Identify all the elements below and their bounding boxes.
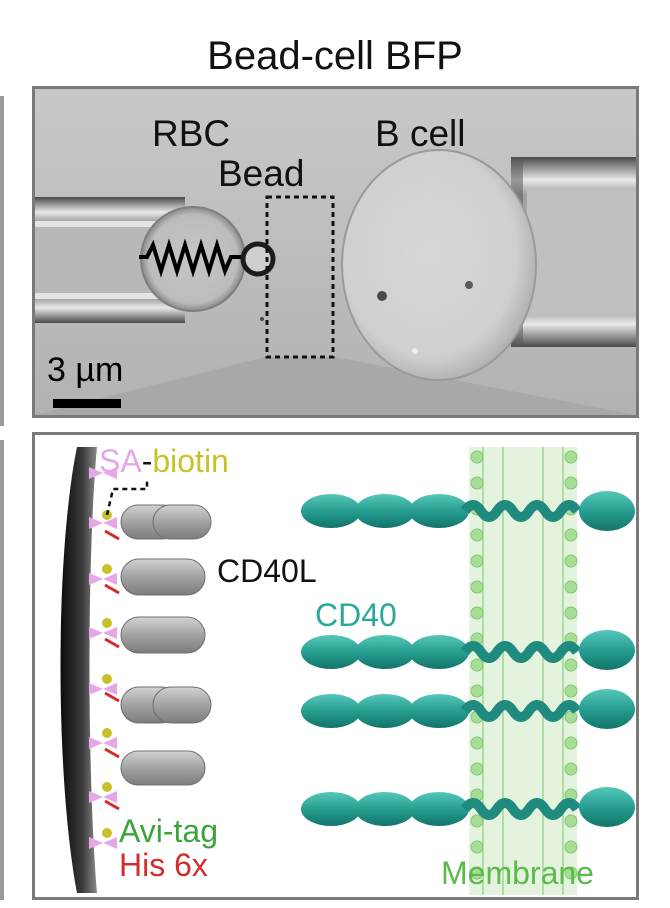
b-cell-label: B cell (375, 113, 466, 154)
schematic-panel: SA-biotin CD40L CD40 Avi-tag His 6x Memb… (32, 432, 639, 900)
membrane-label: Membrane (441, 855, 594, 891)
b-cell (341, 149, 537, 381)
schematic-image (60, 447, 635, 895)
debris-dot (260, 317, 264, 321)
his-6x-label: His 6x (119, 847, 208, 883)
spring-icon (139, 238, 249, 278)
micrograph-image (35, 89, 636, 415)
sa-biotin-label: SA-biotin (99, 445, 229, 477)
sa-label: SA (99, 443, 142, 479)
scale-bar (53, 399, 121, 408)
sa-biotin-linkers (89, 467, 149, 849)
cell-dot (377, 291, 387, 301)
left-edge-mark-lower (0, 440, 4, 900)
avi-tag-label: Avi-tag (119, 813, 219, 849)
biotin-label: biotin (152, 443, 229, 479)
cell-dot (412, 348, 418, 354)
cd40-receptor (301, 630, 635, 670)
cd40-label: CD40 (315, 597, 397, 633)
scale-bar-label: 3 µm (47, 351, 124, 389)
figure-title: Bead-cell BFP (207, 34, 463, 78)
cd40-receptor (301, 689, 635, 729)
cd40l-label: CD40L (217, 553, 317, 589)
dash-label: - (141, 443, 153, 479)
zoom-wedge (35, 357, 636, 415)
left-edge-mark (0, 96, 4, 426)
bead-surface (60, 447, 97, 893)
cd40l-molecules (120, 504, 212, 786)
zoom-box (265, 195, 335, 359)
bead-label: Bead (218, 153, 305, 194)
cd40-receptor (301, 491, 635, 531)
cd40-receptor (301, 787, 635, 827)
cell-dot (465, 281, 473, 289)
rbc-label: RBC (152, 113, 231, 154)
micrograph-panel: RBC Bead B cell 3 µm (32, 86, 639, 418)
